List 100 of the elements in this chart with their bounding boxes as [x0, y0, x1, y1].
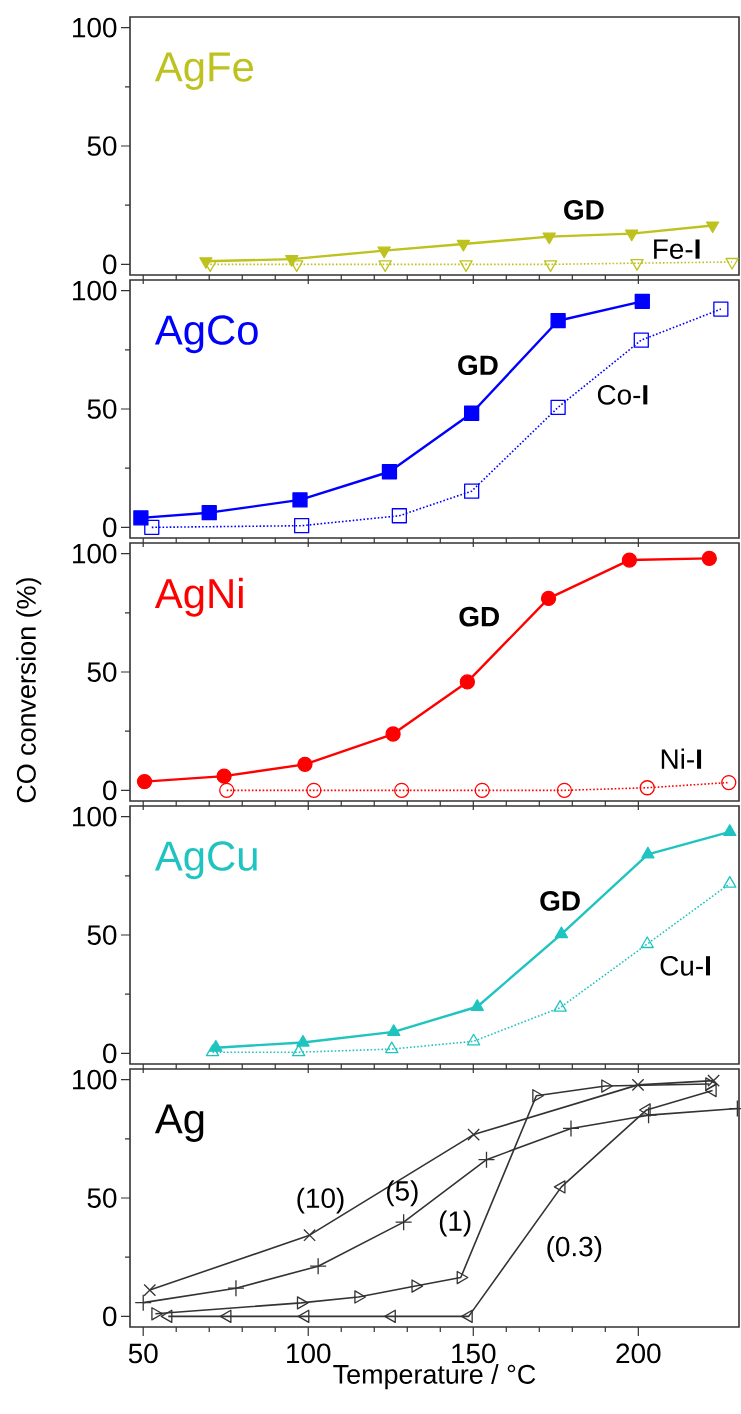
- series-label: (5): [387, 1180, 418, 1207]
- point: [297, 1309, 310, 1324]
- point: [701, 550, 717, 567]
- point: [532, 1089, 544, 1103]
- series-label: GD: [564, 200, 604, 220]
- point: [293, 518, 310, 534]
- point: [721, 774, 737, 791]
- x-tick-label: 50: [128, 1343, 158, 1364]
- text: AgFe: [154, 52, 253, 90]
- point: [705, 221, 720, 234]
- point: [385, 726, 401, 742]
- point: [553, 1000, 567, 1012]
- point: [556, 782, 573, 799]
- point: [297, 756, 313, 772]
- point: [136, 773, 153, 790]
- point: [633, 332, 649, 348]
- series-label: GD: [459, 606, 499, 627]
- point: [562, 1119, 580, 1138]
- point: [723, 824, 737, 836]
- point: [306, 782, 322, 799]
- text: AgCu: [154, 841, 257, 880]
- series-label: (10): [297, 1187, 344, 1214]
- point: [292, 492, 308, 508]
- y-tick-label: 50: [87, 1188, 117, 1208]
- point: [723, 876, 737, 888]
- point: [303, 1228, 316, 1242]
- y-tick-label: 0: [103, 517, 117, 538]
- point: [143, 1283, 157, 1297]
- x-tick-label: 100: [287, 1343, 331, 1364]
- point: [134, 1293, 152, 1312]
- point: [387, 1024, 401, 1036]
- point: [543, 260, 558, 273]
- point: [463, 405, 480, 421]
- series-label: (1): [439, 1210, 471, 1237]
- y-tick-label: 100: [73, 280, 117, 301]
- point: [459, 674, 475, 690]
- point: [219, 1309, 232, 1324]
- y-tick-label: 100: [73, 1069, 117, 1090]
- point: [477, 1151, 496, 1169]
- point: [227, 1279, 245, 1297]
- point: [456, 239, 471, 252]
- point: [463, 483, 480, 499]
- y-tick-label: 0: [103, 1043, 117, 1064]
- point: [550, 313, 566, 329]
- y-tick-label: 50: [87, 399, 117, 419]
- point: [713, 301, 729, 317]
- point: [540, 590, 557, 607]
- point: [459, 260, 473, 273]
- y-tick-label: 0: [103, 780, 117, 801]
- point: [554, 926, 569, 939]
- y-tick-label: 0: [103, 254, 117, 275]
- point: [378, 260, 392, 273]
- point: [641, 846, 655, 859]
- x-tick-label: 150: [452, 1343, 496, 1364]
- point: [625, 229, 639, 242]
- point: [621, 552, 638, 568]
- point: [205, 1044, 220, 1057]
- x-axis-title: Temperature / °C: [333, 1364, 536, 1390]
- point: [394, 782, 410, 799]
- point: [309, 1257, 327, 1275]
- point: [639, 780, 655, 796]
- text: Ag: [154, 1104, 204, 1142]
- point: [466, 1033, 481, 1046]
- y-axis-title: CO conversion (%): [16, 578, 42, 803]
- y-tick-label: 100: [73, 17, 117, 38]
- series-label: Fe-I: [654, 239, 700, 259]
- point: [725, 257, 739, 270]
- series-label: GD: [540, 891, 580, 911]
- series-label: GD: [458, 355, 498, 376]
- point: [639, 1106, 658, 1124]
- point: [461, 1309, 473, 1324]
- point: [470, 999, 484, 1011]
- series-label: Ni-I: [661, 748, 702, 769]
- point: [640, 936, 654, 949]
- point: [391, 508, 407, 524]
- point: [474, 782, 490, 799]
- point: [634, 293, 650, 309]
- point: [630, 259, 644, 271]
- series-label: Co-I: [597, 384, 648, 405]
- point: [296, 1034, 310, 1047]
- series-label: (0.3): [547, 1235, 602, 1262]
- point: [291, 1044, 306, 1057]
- point: [601, 1079, 613, 1093]
- point: [550, 399, 566, 415]
- y-tick-label: 100: [73, 543, 117, 564]
- y-tick-label: 50: [87, 925, 117, 945]
- point: [381, 464, 398, 480]
- point: [394, 1213, 413, 1231]
- point: [631, 1078, 645, 1092]
- point: [133, 510, 149, 526]
- text: AgCo: [154, 315, 258, 354]
- point: [144, 519, 160, 536]
- y-tick-label: 0: [103, 1306, 117, 1327]
- point: [384, 1309, 396, 1324]
- point: [201, 505, 217, 521]
- point: [216, 768, 232, 784]
- y-tick-label: 50: [87, 662, 117, 682]
- y-tick-label: 100: [73, 806, 117, 827]
- x-tick-label: 200: [616, 1343, 661, 1364]
- y-tick-label: 50: [87, 136, 117, 156]
